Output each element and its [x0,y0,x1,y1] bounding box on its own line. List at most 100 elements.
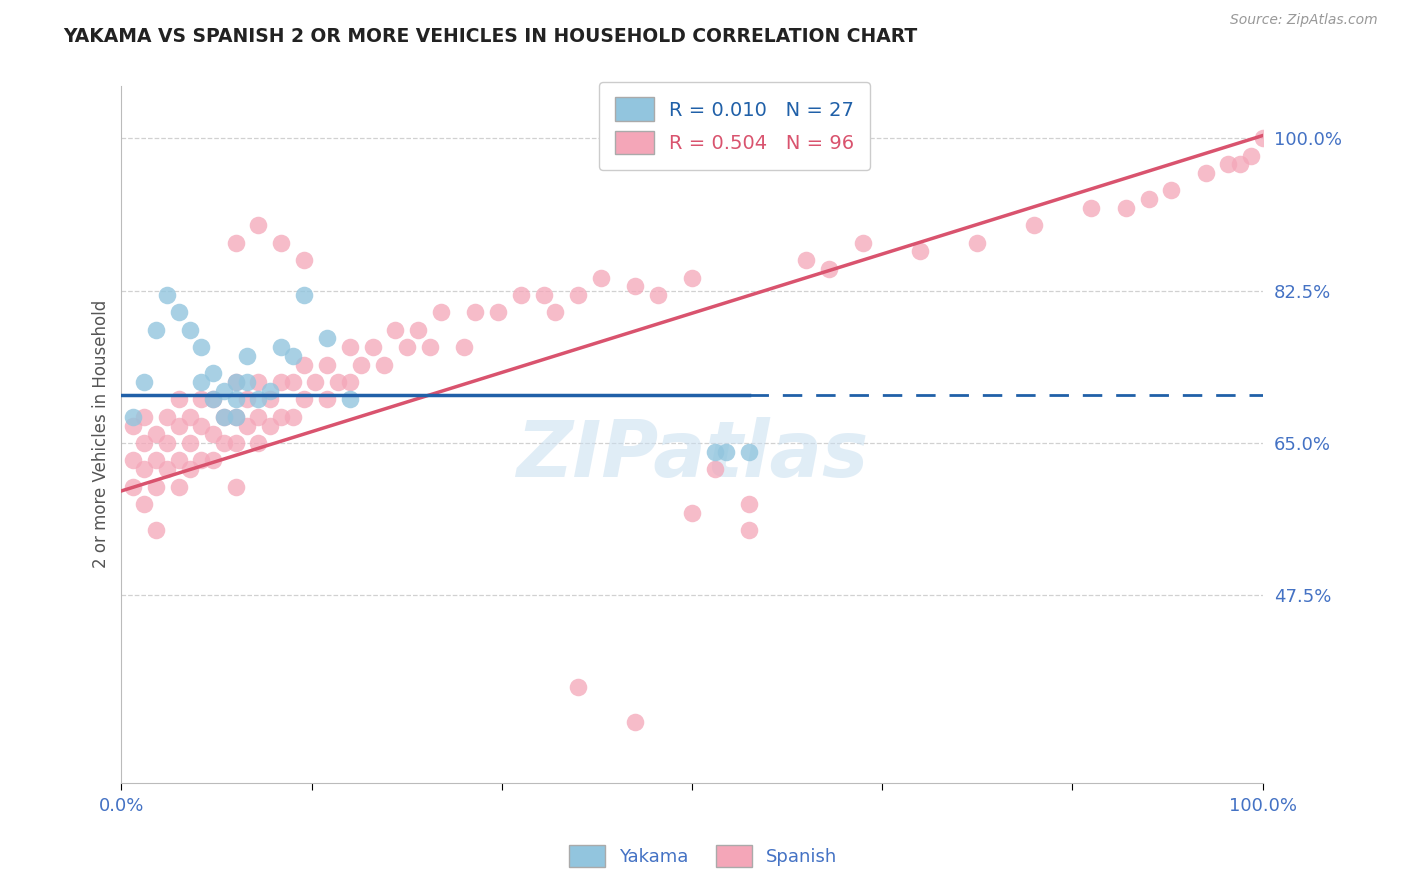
Point [681,270,703,285]
Point [281,349,304,363]
Point [738,497,761,511]
Point [395,340,418,354]
Point [236,375,259,389]
Point [259,384,281,398]
Point [292,392,315,407]
Point [373,358,395,372]
Point [533,288,555,302]
Point [145,523,167,537]
Point [384,323,406,337]
Point [247,375,270,389]
Point [236,392,259,407]
Point [179,409,201,424]
Point [339,392,361,407]
Point [292,288,315,302]
Point [145,453,167,467]
Legend: R = 0.010   N = 27, R = 0.504   N = 96: R = 0.010 N = 27, R = 0.504 N = 96 [599,82,870,170]
Point [544,305,567,319]
Point [201,367,224,381]
Point [419,340,441,354]
Point [179,462,201,476]
Point [430,305,453,319]
Point [350,358,373,372]
Point [167,418,190,433]
Point [315,392,337,407]
Point [212,384,235,398]
Point [225,409,247,424]
Point [818,261,841,276]
Point [190,340,212,354]
Point [270,375,292,389]
Point [121,409,143,424]
Point [270,409,292,424]
Point [156,288,179,302]
Point [464,305,486,319]
Point [179,436,201,450]
Point [236,418,259,433]
Point [361,340,384,354]
Point [281,409,304,424]
Point [201,392,224,407]
Point [190,375,212,389]
Point [225,235,247,250]
Point [190,418,212,433]
Point [624,279,647,293]
Point [315,331,337,345]
Point [259,392,281,407]
Point [270,340,292,354]
Point [134,462,156,476]
Point [134,497,156,511]
Point [703,444,725,458]
Point [292,253,315,268]
Point [794,253,817,268]
Point [259,418,281,433]
Point [145,479,167,493]
Point [156,462,179,476]
Point [179,323,201,337]
Point [190,453,212,467]
Point [1115,201,1137,215]
Point [167,392,190,407]
Point [247,392,270,407]
Point [134,409,156,424]
Point [201,453,224,467]
Point [339,340,361,354]
Point [328,375,350,389]
Point [1080,201,1102,215]
Point [225,392,247,407]
Point [247,409,270,424]
Point [225,375,247,389]
Point [339,375,361,389]
Point [567,680,589,694]
Point [212,409,235,424]
Point [509,288,531,302]
Point [453,340,475,354]
Point [212,436,235,450]
Point [703,462,725,476]
Point [134,375,156,389]
Point [134,436,156,450]
Point [1218,157,1240,171]
Point [1194,166,1216,180]
Point [167,453,190,467]
Point [315,358,337,372]
Point [225,409,247,424]
Point [292,358,315,372]
Point [852,235,875,250]
Point [270,235,292,250]
Point [156,409,179,424]
Text: YAKAMA VS SPANISH 2 OR MORE VEHICLES IN HOUSEHOLD CORRELATION CHART: YAKAMA VS SPANISH 2 OR MORE VEHICLES IN … [63,27,918,45]
Point [247,219,270,233]
Point [716,444,738,458]
Point [1024,219,1046,233]
Point [304,375,326,389]
Point [738,444,761,458]
Point [190,392,212,407]
Point [145,427,167,442]
Point [167,305,190,319]
Point [167,479,190,493]
Point [647,288,669,302]
Point [1137,192,1160,206]
Point [681,506,703,520]
Point [201,427,224,442]
